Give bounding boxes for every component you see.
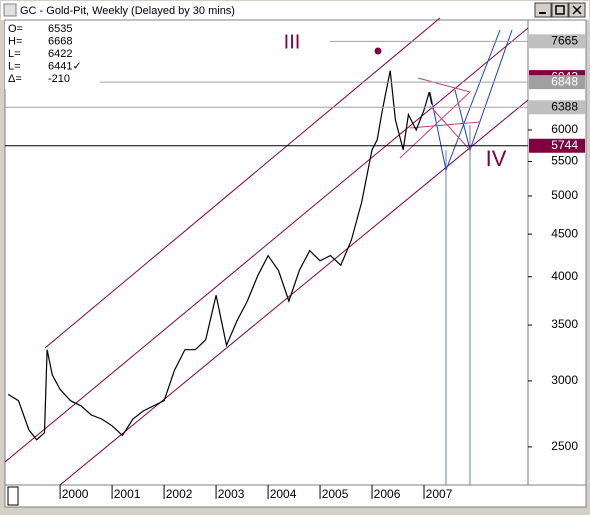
price-axis <box>527 19 587 486</box>
minimize-button[interactable] <box>534 2 552 18</box>
x-tick-label: 2001 <box>114 487 141 501</box>
channel-line <box>59 99 529 486</box>
close-icon <box>572 5 582 15</box>
quote-label: H= <box>8 35 22 47</box>
x-tick-label: 2005 <box>322 487 349 501</box>
price-marker-label: 6388 <box>551 99 578 113</box>
y-tick-label: 5000 <box>551 188 578 202</box>
y-tick-label: 2500 <box>551 439 578 453</box>
y-tick-label: 3500 <box>551 317 578 331</box>
price-marker-label: 6848 <box>551 74 578 88</box>
y-tick-label: 4000 <box>551 269 578 283</box>
app-icon <box>3 3 17 17</box>
wave-label: III <box>284 31 301 53</box>
quote-label: L= <box>8 60 21 72</box>
quote-value: 6535 <box>48 23 72 35</box>
quote-label: Δ= <box>8 73 22 85</box>
title-bar <box>1 1 589 20</box>
price-marker-box <box>529 138 585 153</box>
peak-dot <box>374 47 382 55</box>
drawings <box>4 17 529 486</box>
triangle <box>399 77 481 159</box>
x-tick-label: 2006 <box>374 487 401 501</box>
quote-box <box>5 21 105 89</box>
quote-value: 6441✓ <box>48 60 82 72</box>
wave-projection <box>429 29 501 172</box>
x-tick-label: 2003 <box>218 487 245 501</box>
plot-area <box>4 19 529 486</box>
y-tick-label: 6000 <box>551 122 578 136</box>
maximize-icon <box>555 5 565 15</box>
channel-line <box>4 27 529 463</box>
quote-label: O= <box>8 23 23 35</box>
window-title: GC - Gold-Pit, Weekly (Delayed by 30 min… <box>20 5 235 17</box>
quote-value: -210 <box>48 73 70 85</box>
quote-value: 6668 <box>48 35 72 47</box>
price-line <box>7 70 433 441</box>
price-marker-label: 5744 <box>551 138 578 152</box>
y-tick-label: 4500 <box>551 226 578 240</box>
price-marker-box <box>529 34 585 49</box>
x-tick-label: 2007 <box>426 487 453 501</box>
time-axis <box>4 484 587 508</box>
x-tick-label: 2000 <box>62 487 89 501</box>
channel-line <box>44 17 441 349</box>
x-tick-label: 2004 <box>270 487 297 501</box>
scroll-box[interactable] <box>7 486 19 506</box>
price-marker-label: 7665 <box>551 33 578 47</box>
maximize-button[interactable] <box>551 2 569 18</box>
y-tick-label: 5500 <box>551 154 578 168</box>
price-marker-box <box>529 75 585 90</box>
quote-label: L= <box>8 48 21 60</box>
x-tick-label: 2002 <box>166 487 193 501</box>
wave-label: IV <box>486 146 507 171</box>
quote-value: 6422 <box>48 48 72 60</box>
y-tick-label: 3000 <box>551 373 578 387</box>
window-buttons[interactable] <box>534 2 586 18</box>
price-marker-box <box>529 100 585 115</box>
